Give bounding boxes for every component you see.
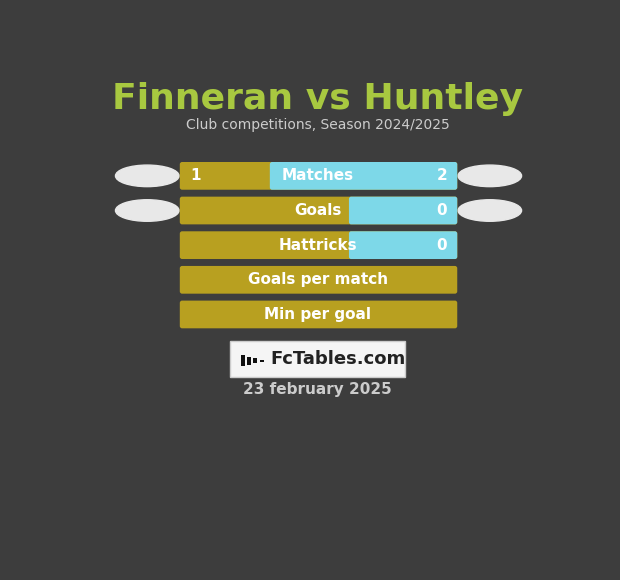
Text: FcTables.com: FcTables.com bbox=[270, 350, 405, 368]
FancyBboxPatch shape bbox=[180, 266, 458, 293]
Ellipse shape bbox=[458, 200, 521, 222]
Text: Club competitions, Season 2024/2025: Club competitions, Season 2024/2025 bbox=[186, 118, 450, 132]
Text: 2: 2 bbox=[436, 168, 447, 183]
FancyBboxPatch shape bbox=[349, 231, 458, 259]
Text: Goals: Goals bbox=[294, 203, 342, 218]
Ellipse shape bbox=[115, 165, 179, 187]
Bar bbox=[241, 356, 245, 366]
Ellipse shape bbox=[115, 200, 179, 222]
FancyBboxPatch shape bbox=[180, 231, 458, 259]
Text: Matches: Matches bbox=[281, 168, 354, 183]
FancyBboxPatch shape bbox=[180, 162, 458, 190]
Text: 23 february 2025: 23 february 2025 bbox=[244, 382, 392, 397]
Text: Finneran vs Huntley: Finneran vs Huntley bbox=[112, 82, 523, 116]
Text: 0: 0 bbox=[436, 203, 447, 218]
Text: Hattricks: Hattricks bbox=[278, 238, 357, 253]
Text: 1: 1 bbox=[190, 168, 200, 183]
FancyBboxPatch shape bbox=[349, 197, 458, 224]
FancyBboxPatch shape bbox=[180, 300, 458, 328]
Ellipse shape bbox=[458, 165, 521, 187]
Text: Min per goal: Min per goal bbox=[264, 307, 371, 322]
Text: 0: 0 bbox=[436, 238, 447, 253]
Bar bbox=[247, 357, 251, 364]
FancyBboxPatch shape bbox=[270, 162, 458, 190]
Bar bbox=[254, 358, 257, 363]
FancyBboxPatch shape bbox=[180, 197, 458, 224]
Text: Goals per match: Goals per match bbox=[247, 273, 388, 287]
Bar bbox=[260, 360, 264, 362]
FancyBboxPatch shape bbox=[230, 342, 405, 377]
